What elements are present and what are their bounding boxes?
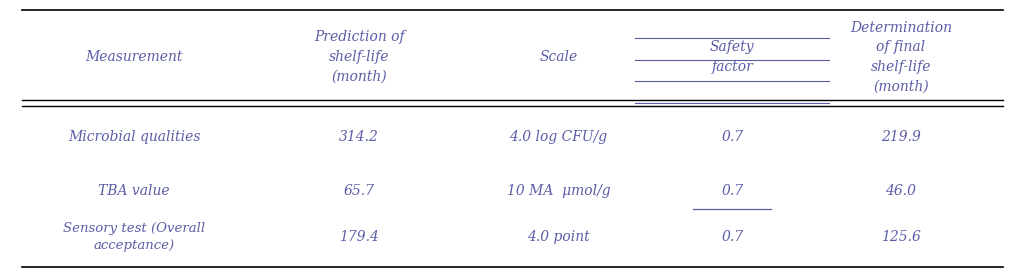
Text: TBA value: TBA value [98, 184, 170, 198]
Text: Scale: Scale [539, 50, 578, 64]
Text: 65.7: 65.7 [343, 184, 375, 198]
Text: Sensory test (Overall
acceptance): Sensory test (Overall acceptance) [64, 222, 205, 252]
Text: Prediction of
shelf-life
(month): Prediction of shelf-life (month) [314, 30, 405, 84]
Text: 10 MA  μmol/g: 10 MA μmol/g [506, 184, 610, 198]
Text: 314.2: 314.2 [339, 130, 379, 144]
Text: 4.0 log CFU/g: 4.0 log CFU/g [509, 130, 608, 144]
Text: 125.6: 125.6 [882, 230, 920, 244]
Text: Determination
of final
shelf-life
(month): Determination of final shelf-life (month… [850, 21, 952, 93]
Text: 4.0 point: 4.0 point [527, 230, 589, 244]
Text: Microbial qualities: Microbial qualities [68, 130, 201, 144]
Text: Safety
factor: Safety factor [710, 40, 754, 74]
Text: 0.7: 0.7 [722, 230, 743, 244]
Text: 219.9: 219.9 [882, 130, 920, 144]
Text: 0.7: 0.7 [722, 130, 743, 144]
Text: 0.7: 0.7 [722, 184, 743, 198]
Text: Measurement: Measurement [85, 50, 183, 64]
Text: 46.0: 46.0 [886, 184, 916, 198]
Text: 179.4: 179.4 [339, 230, 379, 244]
